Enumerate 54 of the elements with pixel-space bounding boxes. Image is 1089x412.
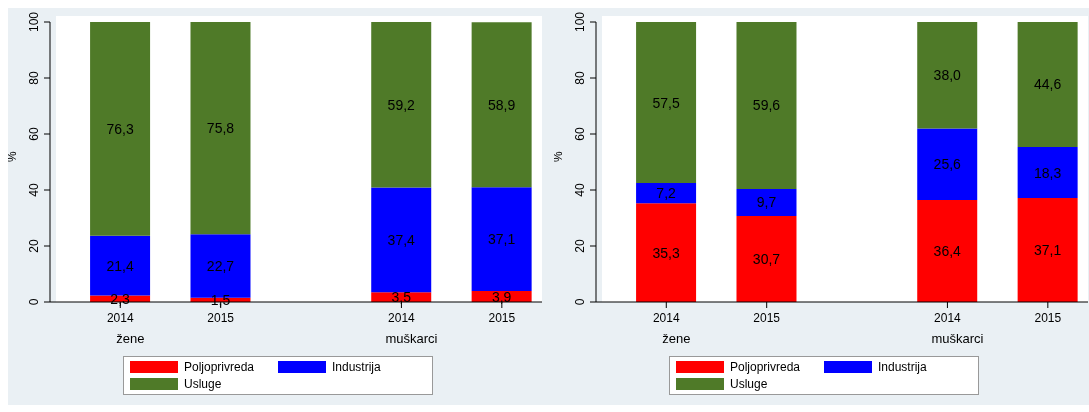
legend-label: Industrija [878,360,927,374]
y-tick-label: 40 [573,183,587,197]
data-label: 38,0 [933,67,962,84]
legend-label: Usluge [184,377,222,391]
data-label: 18,3 [1034,164,1062,181]
data-label: 58,9 [488,96,516,113]
y-tick-label: 0 [573,298,587,306]
data-label: 9,7 [756,194,777,211]
x-tick-label: 2015 [488,311,516,325]
y-tick-label: 0 [27,298,41,306]
data-label: 75,8 [206,120,235,137]
x-tick-label: 2015 [207,311,235,325]
x-tick-label: 2014 [106,311,134,325]
data-label: 37,4 [387,231,416,248]
data-label: 22,7 [206,258,235,275]
data-label: 3,5 [391,289,412,306]
data-label: 37,1 [1034,242,1062,259]
text: muškarci [385,331,438,346]
x-tick-label: 2014 [388,311,416,325]
data-label: 59,6 [752,97,781,114]
y-tick-label: 100 [27,11,41,33]
y-tick-label: 20 [27,239,41,253]
y-tick-label: 60 [27,127,41,141]
data-label: 25,6 [933,156,962,173]
data-label: 35,3 [652,244,680,261]
data-label: 37,1 [488,231,516,248]
x-tick-label: 2014 [934,311,962,325]
legend-label: Usluge [730,377,768,391]
y-tick-label: 40 [27,183,41,197]
y-axis-title: % [5,151,20,162]
data-label: 57,5 [652,94,680,111]
legend-label: Industrija [332,360,381,374]
text: muškarci [931,331,984,346]
data-label: 30,7 [752,251,781,268]
y-tick-label: 100 [573,11,587,33]
data-label: 21,4 [106,257,134,274]
x-tick-label: 2015 [1034,311,1062,325]
data-label: 76,3 [106,120,134,137]
text: žene [116,331,145,346]
x-tick-label: 2015 [753,311,781,325]
data-label: 59,2 [387,96,416,113]
legend-label: Poljoprivreda [730,360,801,374]
data-label: 44,6 [1034,76,1062,93]
text: žene [662,331,691,346]
legend-label: Poljoprivreda [184,360,255,374]
data-label: 7,2 [656,185,677,202]
x-tick-label: 2014 [652,311,680,325]
y-axis-title: % [551,151,566,162]
y-tick-label: 80 [27,71,41,85]
y-tick-label: 80 [573,71,587,85]
data-label: 36,4 [933,243,962,260]
y-tick-label: 60 [573,127,587,141]
data-label: 3,9 [491,288,512,305]
y-tick-label: 20 [573,239,587,253]
